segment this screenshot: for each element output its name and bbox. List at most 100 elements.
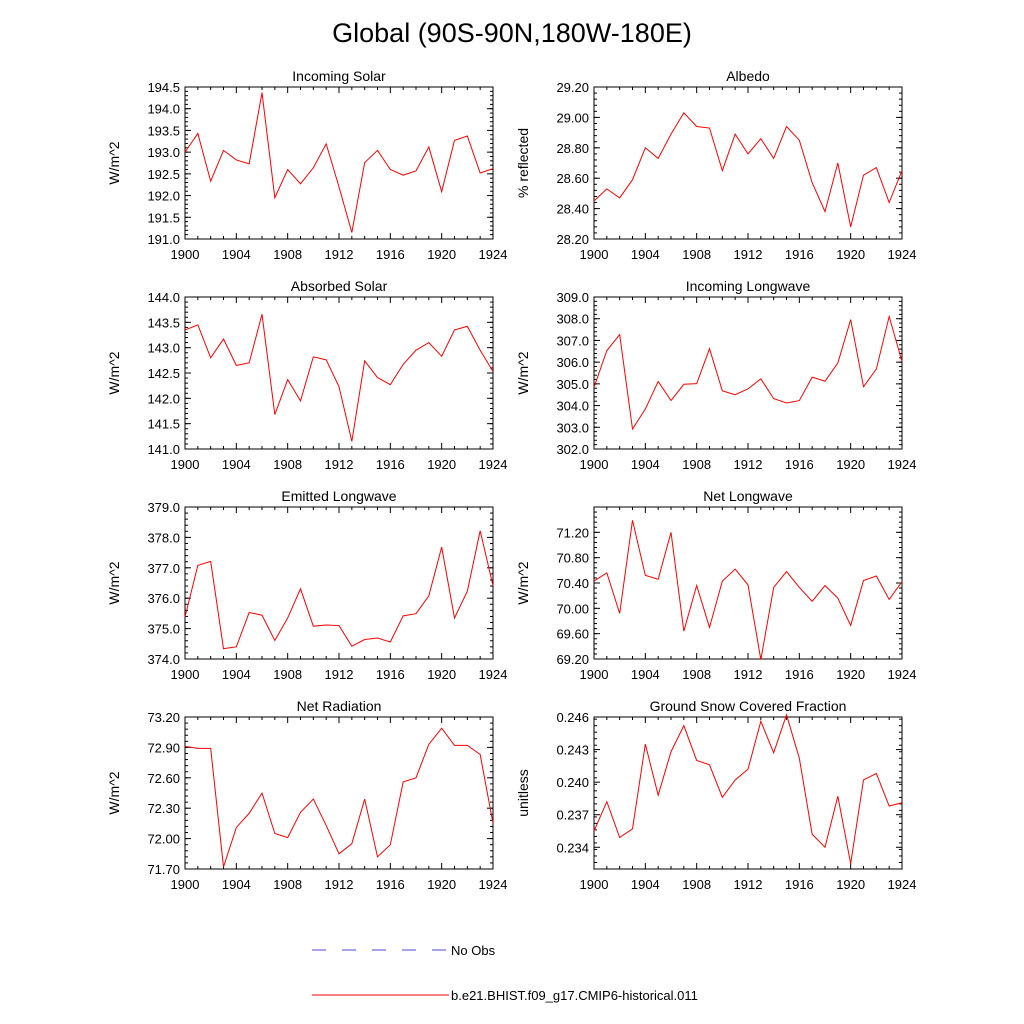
x-tick-label: 1912 [325, 247, 354, 262]
x-tick-label: 1904 [222, 667, 251, 682]
y-tick-label: 307.0 [556, 333, 589, 348]
x-tick-label: 1904 [222, 877, 251, 892]
series-line [184, 314, 494, 442]
y-tick-label: 191.0 [147, 232, 180, 247]
y-tick-label: 0.234 [556, 840, 589, 855]
panel-title: Incoming Solar [292, 68, 386, 84]
y-tick-label: 143.0 [147, 341, 180, 356]
y-tick-label: 379.0 [147, 500, 180, 515]
y-tick-label: 28.20 [556, 232, 589, 247]
x-tick-label: 1924 [479, 877, 508, 892]
y-tick-label: 378.0 [147, 530, 180, 545]
y-tick-label: 70.00 [556, 601, 589, 616]
x-tick-label: 1912 [325, 457, 354, 472]
y-axis-label: % reflected [515, 128, 531, 198]
y-tick-label: 374.0 [147, 652, 180, 667]
y-tick-label: 308.0 [556, 312, 589, 327]
panel-3: Absorbed Solar W/m^2 1900 1904 1908 1912 1916 1… [106, 278, 507, 472]
x-tick-label: 1912 [325, 667, 354, 682]
y-tick-label: 141.0 [147, 442, 180, 457]
x-tick-label: 1908 [682, 457, 711, 472]
x-tick-label: 1916 [785, 247, 814, 262]
y-tick-label: 193.5 [147, 123, 180, 138]
y-tick-label: 28.60 [556, 171, 589, 186]
plot-frame [593, 86, 903, 240]
x-tick-label: 1916 [785, 457, 814, 472]
x-tick-label: 1900 [171, 247, 200, 262]
x-tick-label: 1920 [836, 877, 865, 892]
y-tick-label: 305.0 [556, 377, 589, 392]
x-tick-label: 1920 [836, 457, 865, 472]
x-tick-label: 1904 [631, 457, 660, 472]
x-tick-label: 1900 [171, 457, 200, 472]
x-tick-label: 1904 [631, 667, 660, 682]
x-tick-label: 1920 [427, 457, 456, 472]
y-tick-label: 302.0 [556, 442, 589, 457]
y-tick-label: 72.30 [147, 801, 180, 816]
x-tick-label: 1924 [888, 667, 917, 682]
x-tick-label: 1916 [376, 457, 405, 472]
x-tick-label: 1912 [734, 877, 763, 892]
y-tick-label: 193.0 [147, 145, 180, 160]
panel-title: Absorbed Solar [291, 278, 388, 294]
series-line [593, 713, 903, 864]
x-tick-label: 1900 [580, 877, 609, 892]
x-tick-label: 1916 [376, 247, 405, 262]
y-tick-label: 70.40 [556, 576, 589, 591]
plot-frame [184, 86, 494, 240]
y-axis-label: W/m^2 [515, 561, 531, 604]
x-tick-label: 1924 [479, 457, 508, 472]
y-tick-label: 144.0 [147, 290, 180, 305]
panel-5: Emitted Longwave W/m^2 1900 1904 1908 1912 191… [106, 488, 507, 682]
x-tick-label: 1908 [273, 667, 302, 682]
x-tick-label: 1916 [376, 667, 405, 682]
y-tick-label: 0.237 [556, 808, 589, 823]
y-tick-label: 142.0 [147, 391, 180, 406]
x-tick-label: 1900 [580, 457, 609, 472]
y-axis-label: W/m^2 [106, 141, 122, 184]
x-tick-label: 1904 [631, 247, 660, 262]
x-tick-label: 1924 [888, 877, 917, 892]
y-tick-label: 72.90 [147, 740, 180, 755]
x-tick-label: 1920 [427, 877, 456, 892]
y-tick-label: 71.20 [556, 525, 589, 540]
panel-title: Albedo [726, 68, 770, 84]
panel-title: Net Radiation [297, 698, 382, 714]
y-tick-label: 0.240 [556, 775, 589, 790]
y-tick-label: 192.5 [147, 167, 180, 182]
y-axis-label: W/m^2 [515, 351, 531, 394]
y-axis-label: W/m^2 [106, 351, 122, 394]
panel-8: Ground Snow Covered Fraction unitless 1900… [515, 698, 916, 892]
series-line [184, 530, 494, 650]
x-tick-label: 1924 [479, 247, 508, 262]
y-tick-label: 29.20 [556, 80, 589, 95]
y-tick-label: 73.20 [147, 710, 180, 725]
y-tick-label: 28.40 [556, 202, 589, 217]
y-axis-label: unitless [515, 769, 531, 816]
x-tick-label: 1916 [376, 877, 405, 892]
y-tick-label: 0.243 [556, 743, 589, 758]
panels: Incoming Solar W/m^2 1900 1904 1908 1912 1916 1… [106, 68, 916, 892]
x-tick-label: 1908 [682, 667, 711, 682]
y-axis-label: W/m^2 [106, 561, 122, 604]
y-tick-label: 192.0 [147, 189, 180, 204]
x-tick-label: 1912 [325, 877, 354, 892]
x-tick-label: 1924 [888, 247, 917, 262]
y-tick-label: 29.00 [556, 110, 589, 125]
y-tick-label: 375.0 [147, 622, 180, 637]
x-tick-label: 1920 [427, 667, 456, 682]
x-tick-label: 1908 [273, 247, 302, 262]
x-tick-label: 1920 [836, 667, 865, 682]
panel-title: Emitted Longwave [281, 488, 396, 504]
plot-frame [184, 716, 494, 870]
y-tick-label: 303.0 [556, 420, 589, 435]
y-tick-label: 306.0 [556, 355, 589, 370]
x-tick-label: 1904 [631, 877, 660, 892]
y-tick-label: 376.0 [147, 591, 180, 606]
y-tick-label: 69.60 [556, 627, 589, 642]
x-tick-label: 1908 [682, 877, 711, 892]
x-tick-label: 1900 [171, 667, 200, 682]
panel-title: Incoming Longwave [686, 278, 811, 294]
y-tick-label: 377.0 [147, 561, 180, 576]
y-tick-label: 304.0 [556, 399, 589, 414]
